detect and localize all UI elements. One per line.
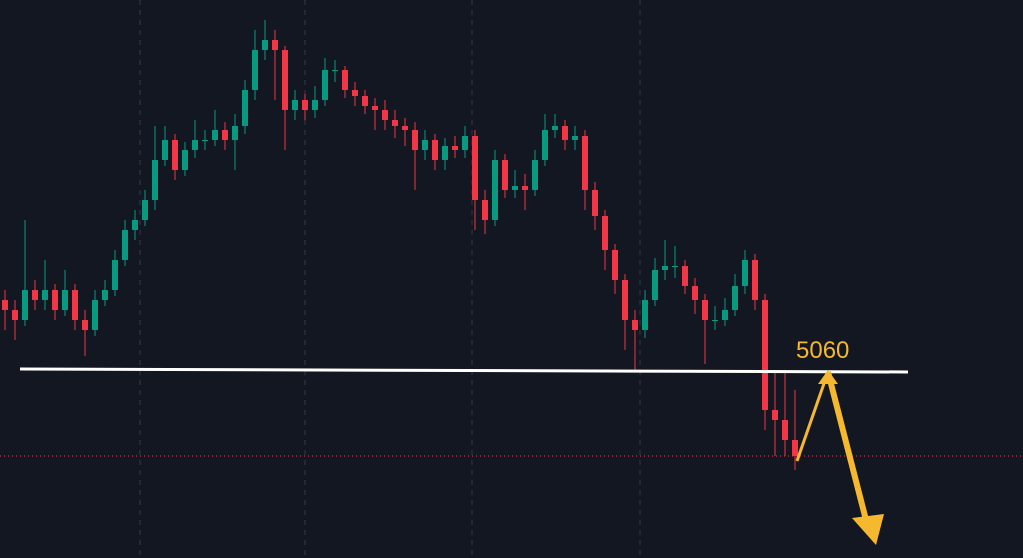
candle-body: [742, 260, 748, 286]
candle-body: [642, 300, 648, 330]
candle-body: [402, 126, 408, 130]
candle-body: [542, 130, 548, 160]
candle-body: [592, 190, 598, 216]
candle-body: [522, 186, 528, 190]
candle-body: [792, 440, 798, 456]
candle-body: [472, 136, 478, 200]
level-line: [19, 367, 909, 374]
candle-body: [162, 140, 168, 160]
candle-body: [412, 130, 418, 150]
candle-body: [302, 100, 308, 110]
candle-body: [752, 260, 758, 300]
candle-body: [232, 126, 238, 140]
candle-body: [432, 140, 438, 160]
candle-body: [242, 90, 248, 126]
candle-body: [422, 140, 428, 150]
candle-body: [622, 280, 628, 320]
candle-body: [772, 410, 778, 420]
candle-body: [62, 290, 68, 310]
candle-body: [222, 130, 228, 140]
level-label: 5060: [796, 337, 849, 364]
candle-body: [192, 140, 198, 150]
candle-body: [152, 160, 158, 200]
candle-body: [42, 290, 48, 300]
candle-body: [82, 320, 88, 330]
candle-body: [612, 250, 618, 280]
candle-body: [282, 50, 288, 110]
candle-body: [272, 40, 278, 50]
candle-body: [202, 140, 208, 141]
candle-body: [262, 40, 268, 50]
candle-body: [572, 136, 578, 140]
candle-body: [102, 290, 108, 300]
candle-body: [172, 140, 178, 170]
candle-body: [72, 290, 78, 320]
candle-body: [142, 200, 148, 220]
candle-body: [712, 320, 718, 321]
candle-body: [692, 286, 698, 300]
candle-body: [372, 106, 378, 110]
candle-body: [362, 96, 368, 106]
candle-body: [452, 146, 458, 150]
candle-body: [482, 200, 488, 220]
candle-body: [122, 230, 128, 260]
candle-body: [322, 70, 328, 100]
candle-body: [732, 286, 738, 310]
candle-body: [652, 270, 658, 300]
candle-body: [352, 90, 358, 96]
candle-body: [552, 126, 558, 130]
candle-body: [602, 216, 608, 250]
candle-body: [512, 186, 518, 190]
candle-body: [702, 300, 708, 320]
candle-body: [442, 146, 448, 160]
candle-body: [722, 310, 728, 320]
candle-body: [532, 160, 538, 190]
candle-body: [672, 266, 678, 267]
candle-body: [92, 300, 98, 330]
candle-body: [292, 100, 298, 110]
candle-body: [382, 110, 388, 120]
candle-body: [332, 70, 338, 71]
candle-body: [252, 50, 258, 90]
projection-arrow: [795, 371, 830, 462]
candle-body: [12, 310, 18, 320]
candle-body: [582, 136, 588, 190]
candle-body: [632, 320, 638, 330]
candle-body: [312, 100, 318, 110]
candle-body: [502, 160, 508, 190]
arrow-head: [852, 514, 884, 545]
candle-body: [462, 136, 468, 150]
vertical-grid: [139, 0, 641, 558]
candle-body: [492, 160, 498, 220]
candle-body: [682, 266, 688, 286]
candle-body: [212, 130, 218, 140]
projection-arrow: [825, 371, 869, 521]
candle-body: [132, 220, 138, 230]
candle-body: [22, 290, 28, 320]
candle-body: [662, 266, 668, 270]
candle-body: [782, 420, 788, 440]
candle-body: [32, 290, 38, 300]
candle-body: [762, 300, 768, 410]
candle-body: [562, 126, 568, 140]
candle-body: [2, 300, 8, 310]
candle-body: [182, 150, 188, 170]
candle-body: [342, 70, 348, 90]
candle-body: [392, 120, 398, 126]
candle-body: [52, 290, 58, 310]
candle-body: [112, 260, 118, 290]
